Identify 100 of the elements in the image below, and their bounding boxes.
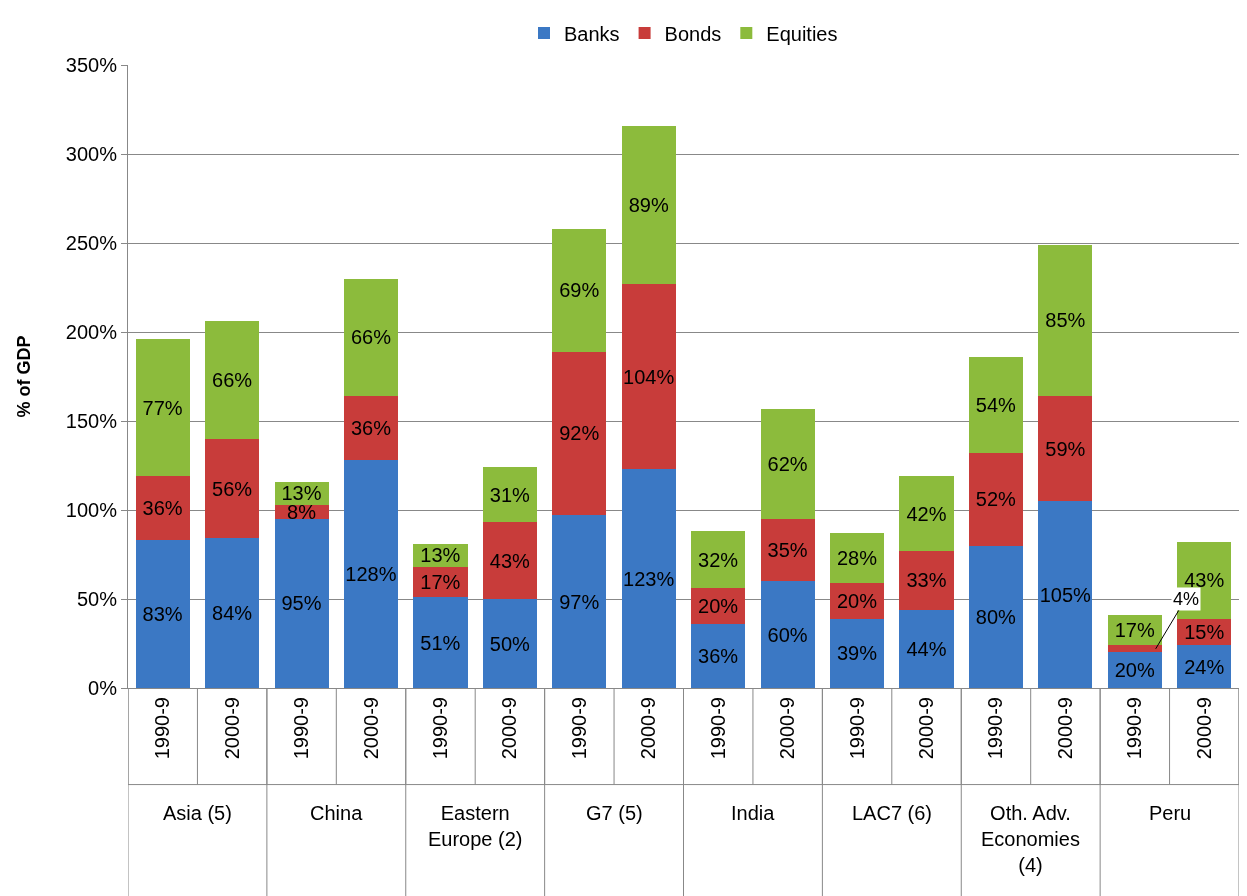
bar xyxy=(1038,396,1093,502)
bar xyxy=(621,469,676,688)
bar xyxy=(205,438,260,539)
bar xyxy=(482,467,537,523)
bar xyxy=(1038,501,1093,688)
y-tick-label: 350% xyxy=(65,54,118,76)
legend-label: Banks xyxy=(564,22,620,45)
x-tick-label: 1990-9 xyxy=(567,697,590,760)
bar xyxy=(691,531,746,589)
bar xyxy=(482,599,537,688)
bar xyxy=(135,476,190,541)
bar xyxy=(899,550,954,610)
bar xyxy=(135,540,190,688)
bar xyxy=(552,351,607,516)
data-label: 15% xyxy=(1184,620,1225,643)
y-tick-label: 0% xyxy=(88,677,118,699)
bar xyxy=(552,228,607,352)
y-tick-label: 50% xyxy=(76,588,118,610)
data-label: 17% xyxy=(420,571,461,594)
data-label: 69% xyxy=(559,279,600,302)
data-label: 44% xyxy=(906,637,947,660)
bar xyxy=(343,278,399,397)
data-label: 97% xyxy=(559,590,600,613)
data-label: 17% xyxy=(1114,619,1155,642)
data-label: 105% xyxy=(1039,583,1092,606)
legend-label: Equities xyxy=(766,22,838,45)
data-label: 83% xyxy=(142,603,183,626)
data-label: 60% xyxy=(767,623,808,646)
data-label: 33% xyxy=(906,569,947,592)
data-label: 24% xyxy=(1184,655,1225,678)
data-label: 80% xyxy=(975,605,1017,628)
data-label: 43% xyxy=(1184,569,1225,592)
data-label: 66% xyxy=(350,326,392,349)
data-label: 42% xyxy=(906,502,947,525)
x-tick-label: 2000-9 xyxy=(776,697,799,760)
text: Eastern Europe (2) xyxy=(428,802,523,850)
x-tick-label: 2000-9 xyxy=(637,697,660,760)
x-tick-label: 2000-9 xyxy=(915,697,938,760)
x-tick-label: 1990-9 xyxy=(1123,697,1146,760)
data-label: 43% xyxy=(489,549,531,572)
data-label: 56% xyxy=(212,477,253,500)
data-label: 89% xyxy=(628,193,669,216)
data-label: 20% xyxy=(1114,659,1155,682)
bar xyxy=(691,623,746,688)
data-label: 13% xyxy=(420,544,461,567)
legend-label: Bonds xyxy=(664,22,722,45)
bar xyxy=(968,453,1024,546)
text: China xyxy=(310,802,364,824)
text: Asia (5) xyxy=(163,802,232,824)
data-label: 36% xyxy=(142,497,183,520)
data-label: 35% xyxy=(767,539,808,562)
data-label: 32% xyxy=(698,548,739,571)
y-tick-label: 250% xyxy=(65,232,118,254)
data-label: 36% xyxy=(698,644,739,667)
text: LAC7 (6) xyxy=(852,802,933,824)
bar xyxy=(205,538,260,688)
data-label: 123% xyxy=(623,567,675,590)
data-label: 62% xyxy=(767,452,808,475)
bar xyxy=(760,518,815,582)
data-label: 66% xyxy=(212,369,253,392)
data-label: 52% xyxy=(975,488,1017,511)
bar xyxy=(552,515,607,688)
data-label: 50% xyxy=(489,632,531,655)
data-label: 4% xyxy=(1173,589,1200,609)
data-label: 85% xyxy=(1045,309,1086,332)
x-tick-label: 2000-9 xyxy=(359,697,382,760)
x-tick-label: 2000-9 xyxy=(498,697,521,760)
bar xyxy=(274,518,329,688)
x-tick-label: 1990-9 xyxy=(290,697,313,760)
data-label: 51% xyxy=(420,631,461,654)
bar xyxy=(899,476,954,551)
x-tick-label: 1990-9 xyxy=(984,697,1007,760)
bar xyxy=(413,597,468,688)
data-label: 95% xyxy=(281,592,322,615)
data-label: 128% xyxy=(345,563,397,586)
bar xyxy=(621,283,676,470)
bar xyxy=(760,581,815,688)
y-tick-label: 100% xyxy=(65,499,118,521)
data-label: 77% xyxy=(142,396,183,419)
data-label: 104% xyxy=(623,365,675,388)
bar xyxy=(968,356,1024,454)
data-label: 28% xyxy=(836,547,878,570)
data-label: 84% xyxy=(212,602,253,625)
data-label: 36% xyxy=(350,417,392,440)
bar xyxy=(343,396,399,461)
bar xyxy=(760,408,815,519)
x-tick-label: 1990-9 xyxy=(706,697,729,760)
data-label: 39% xyxy=(836,642,878,665)
x-tick-label: 2000-9 xyxy=(1053,697,1076,760)
bar xyxy=(1038,244,1093,397)
data-label: 20% xyxy=(836,589,878,612)
text: Peru xyxy=(1149,802,1192,824)
data-label: 20% xyxy=(698,595,739,618)
text: G7 (5) xyxy=(586,802,643,824)
bar xyxy=(621,125,676,284)
bar xyxy=(830,618,885,688)
x-tick-label: 1990-9 xyxy=(428,697,451,760)
y-tick-label: 150% xyxy=(65,410,118,432)
bar xyxy=(968,545,1024,688)
x-tick-label: 1990-9 xyxy=(845,697,868,760)
